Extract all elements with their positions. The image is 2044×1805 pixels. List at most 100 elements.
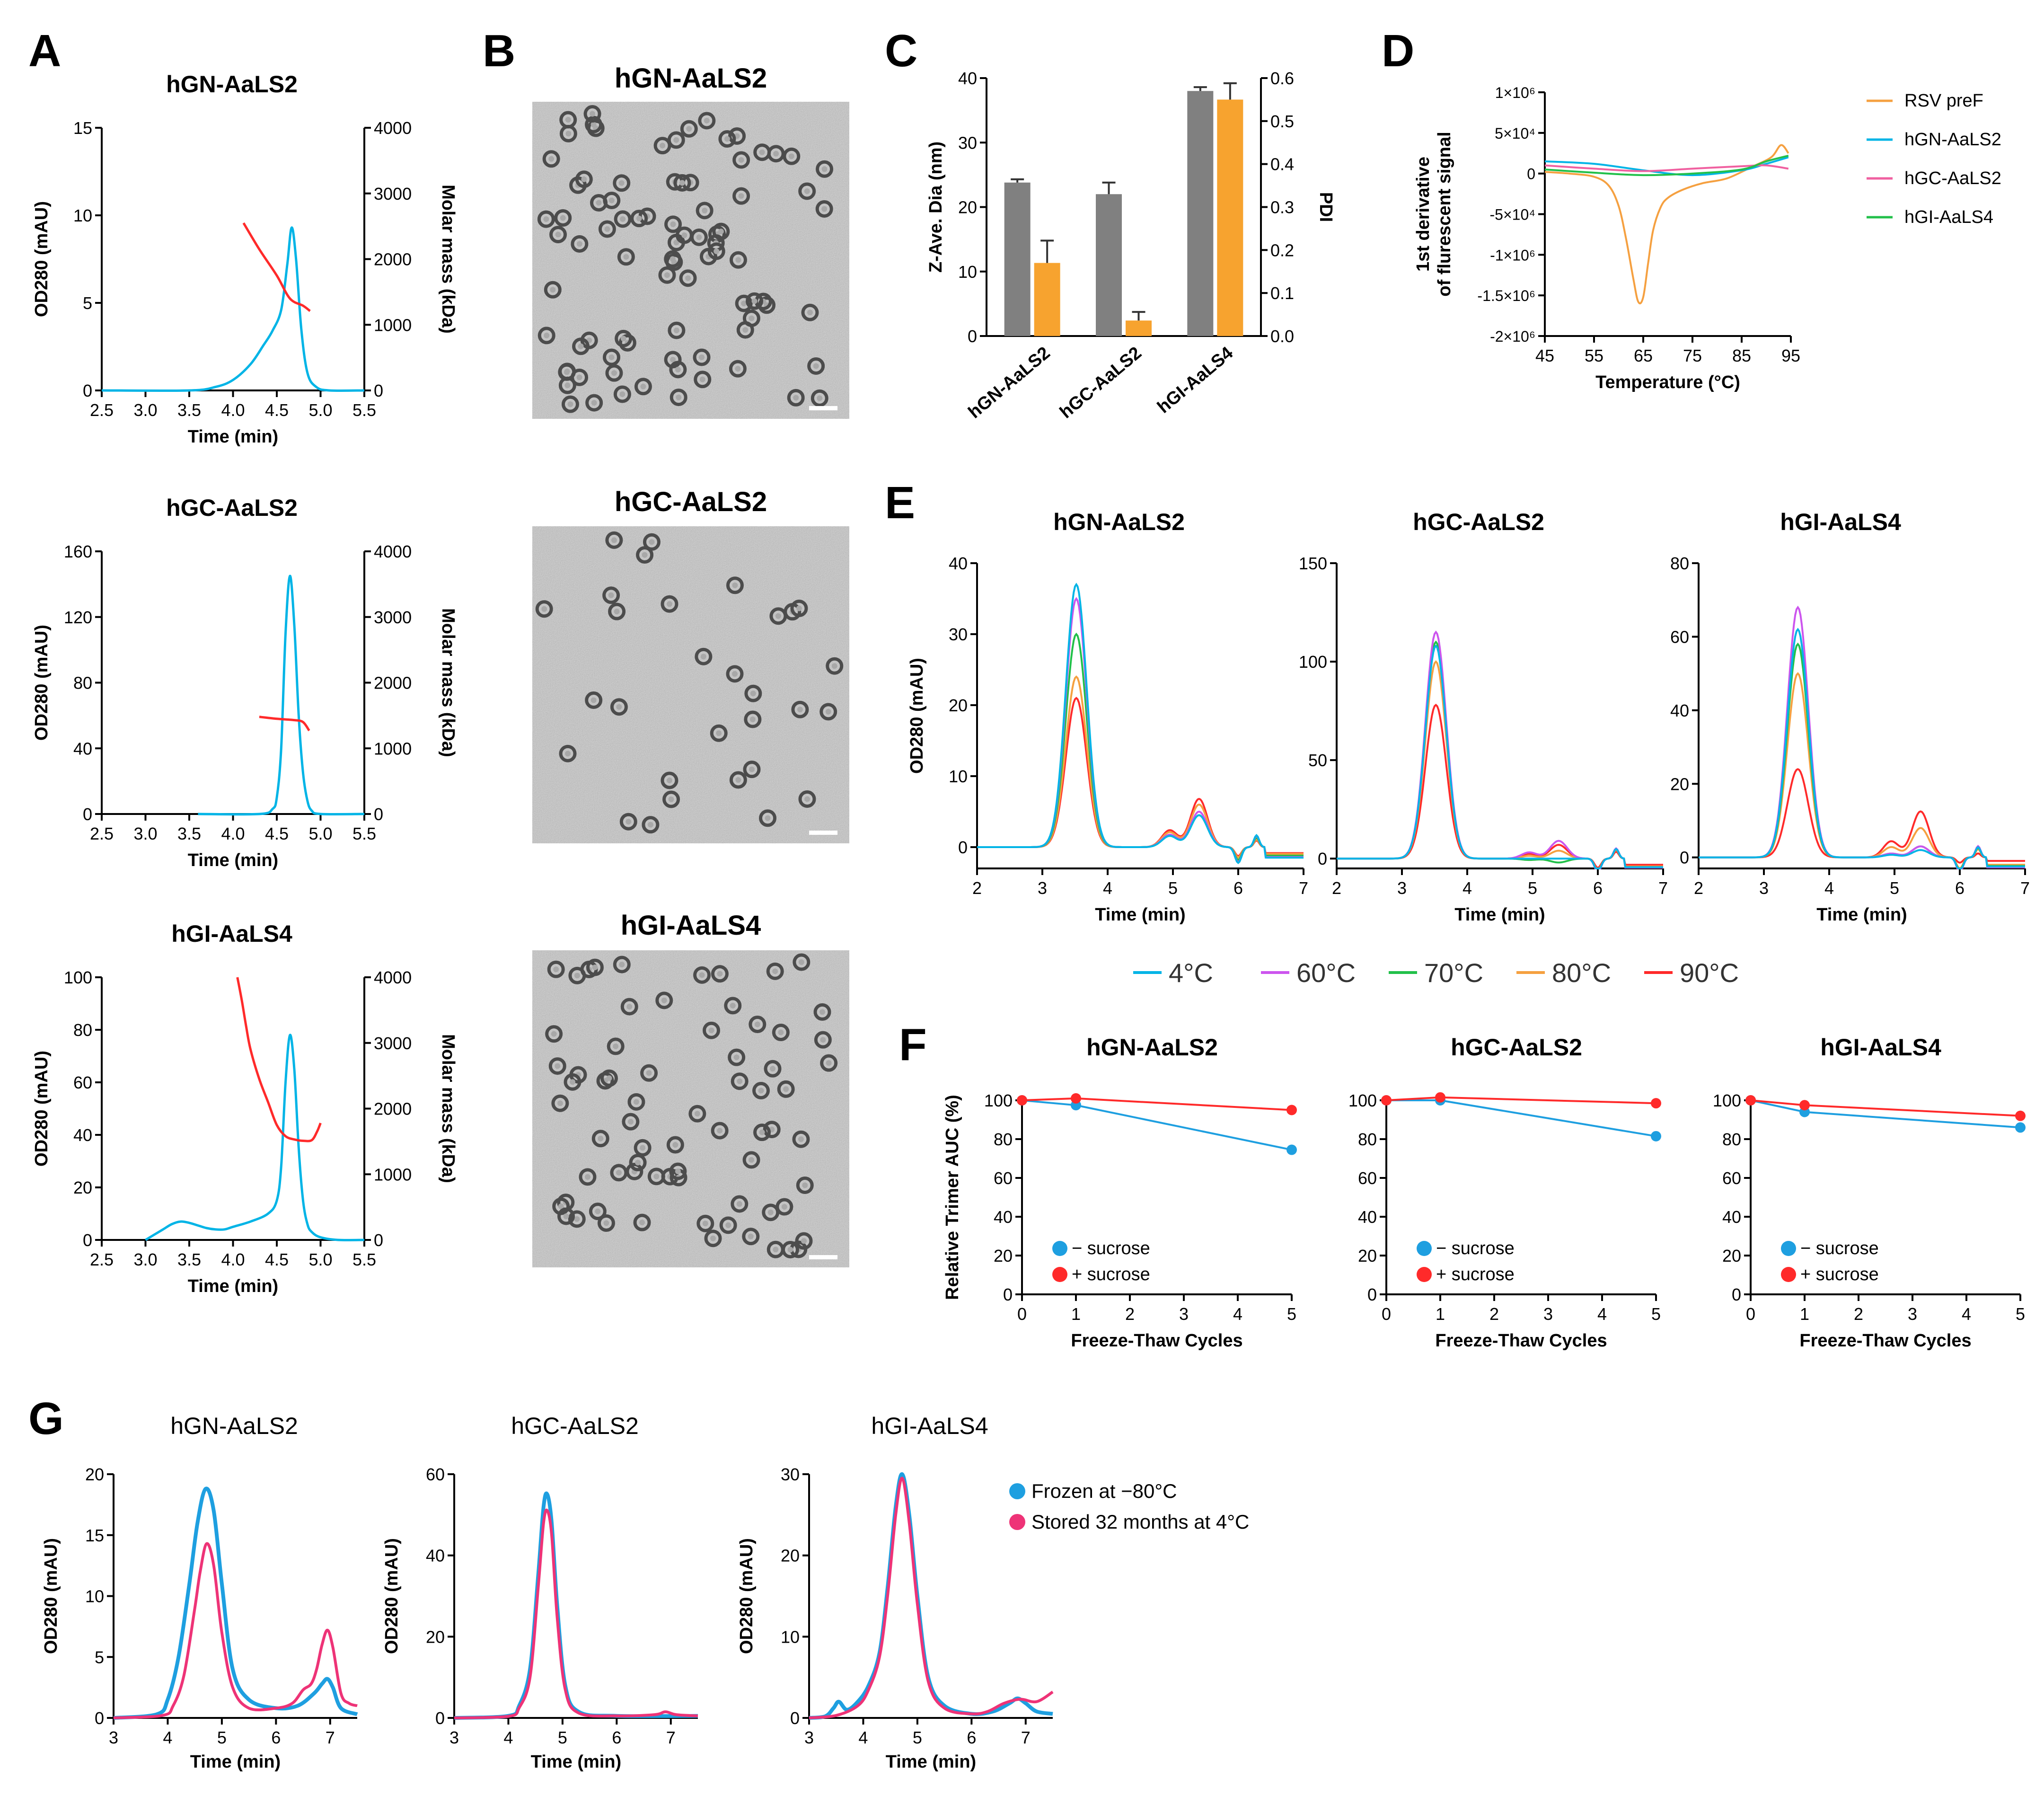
- particle-core: [576, 374, 582, 380]
- particle: [781, 1240, 799, 1258]
- particle-core: [714, 248, 720, 254]
- chart-f-hgi: hGI-AaLS4 0 1 2 3 4 5 0 20 40 60 80 100 Freeze-Thaw C…: [1713, 1034, 2026, 1351]
- x-tick-label: 7: [1299, 878, 1308, 898]
- particle-core: [749, 766, 755, 772]
- particle-core: [778, 1029, 784, 1035]
- particle-core: [649, 539, 655, 545]
- particle: [608, 602, 626, 620]
- chart-title: hGC-AaLS2: [1451, 1034, 1582, 1061]
- particle-core: [773, 1247, 779, 1253]
- x-tick-label: 6: [271, 1728, 281, 1747]
- legend-label: 80°C: [1552, 958, 1611, 988]
- particle-core: [817, 395, 823, 401]
- particle-core: [731, 671, 738, 677]
- particle: [801, 303, 819, 321]
- particle-core: [708, 1027, 714, 1034]
- tem-title-3: hGI-AaLS4: [621, 910, 761, 941]
- particle-core: [611, 370, 617, 376]
- x-axis-label: Temperature (°C): [1595, 372, 1740, 392]
- particle: [568, 1210, 586, 1228]
- particle-core: [772, 968, 778, 974]
- y-tick-label: 40: [426, 1546, 445, 1566]
- x-tick-label: 4.5: [265, 824, 289, 843]
- particle-core: [821, 166, 828, 172]
- od280-line: [198, 575, 365, 816]
- y-tick-label: 20: [949, 696, 968, 715]
- x-tick-label: 3.0: [133, 400, 157, 420]
- y2-tick-label: 3000: [374, 608, 412, 627]
- y2-tick-label: 0.0: [1270, 327, 1294, 346]
- particle: [807, 357, 825, 375]
- panel-label-f: F: [899, 1019, 927, 1070]
- y-axis-label: OD280 (mAU): [737, 1538, 757, 1654]
- data-point: [1286, 1144, 1297, 1155]
- y-tick-label: 0: [790, 1708, 800, 1728]
- particle-core: [735, 366, 741, 372]
- x-tick-label: 3: [1543, 1304, 1553, 1324]
- particle-core: [738, 193, 744, 199]
- particle-core: [741, 301, 747, 307]
- x-tick-label: 45: [1535, 346, 1554, 365]
- particle: [793, 953, 811, 971]
- particle-core: [673, 239, 679, 246]
- y-tick-label: 0: [968, 327, 977, 346]
- particle-core: [699, 376, 705, 382]
- particle-core: [759, 1129, 765, 1135]
- chart-title: hGN-AaLS2: [1053, 509, 1185, 535]
- particle-core: [581, 176, 587, 182]
- legend-marker: [1009, 1483, 1025, 1499]
- x-tick-label: 7: [1658, 878, 1668, 898]
- x-tick-label: 4: [1233, 1304, 1242, 1324]
- x-tick-label: 4: [1597, 1304, 1607, 1324]
- x-tick-label: 3: [1908, 1304, 1917, 1324]
- particle-core: [555, 231, 561, 238]
- particle-core: [613, 1043, 619, 1049]
- particle: [598, 220, 616, 238]
- y2-tick-label: 0: [374, 381, 383, 400]
- particle: [613, 174, 631, 192]
- particle-core: [623, 254, 629, 260]
- particle-core: [646, 1070, 652, 1076]
- y2-tick-label: 2000: [374, 673, 412, 693]
- chart-f-hgc: hGC-AaLS2 0 1 2 3 4 5 0 20 40 60 80 100 Freeze-Thaw C…: [1348, 1034, 1661, 1351]
- particle: [759, 809, 777, 827]
- particle: [707, 242, 725, 260]
- particle: [583, 105, 601, 123]
- particle-core: [570, 1079, 576, 1085]
- particle: [602, 348, 620, 366]
- particle: [542, 150, 560, 168]
- y2-tick-label: 0.3: [1270, 198, 1294, 217]
- particle-core: [626, 1004, 633, 1010]
- x-tick-label: 5.0: [308, 824, 332, 843]
- x-tick-label: 5: [1168, 878, 1178, 898]
- particle-core: [750, 690, 756, 697]
- particle-core: [660, 142, 666, 149]
- y-tick-label: -1.5×10⁶: [1477, 287, 1535, 304]
- chart-title: hGN-AaLS2: [1086, 1034, 1218, 1061]
- chart-title: hGC-AaLS2: [511, 1413, 639, 1439]
- particle-core: [633, 1099, 639, 1105]
- x-tick-label: 5: [558, 1728, 567, 1747]
- panel-label-g: G: [28, 1393, 64, 1444]
- y-tick-label: 40: [949, 554, 968, 573]
- particle: [557, 1207, 575, 1225]
- tem-image-1: [532, 102, 849, 419]
- particle: [634, 378, 652, 396]
- particle-core: [664, 272, 670, 278]
- particle-core: [821, 206, 828, 212]
- x-tick-label: 6: [1593, 878, 1603, 898]
- chart-title: hGN-AaLS2: [170, 1413, 298, 1439]
- x-tick-label: 7: [1021, 1728, 1031, 1747]
- particle-core: [608, 197, 615, 204]
- x-tick-label: 5.5: [352, 824, 376, 843]
- y2-axis-label: Molar mass (kDa): [438, 185, 458, 334]
- particle-core: [564, 382, 571, 389]
- particle-core: [820, 1037, 826, 1043]
- particle-core: [783, 1086, 789, 1092]
- particle-core: [825, 708, 831, 715]
- y-tick-label: 40: [1670, 701, 1689, 720]
- legend-marker: [1009, 1514, 1025, 1530]
- particle: [732, 151, 750, 169]
- particle-core: [673, 327, 679, 334]
